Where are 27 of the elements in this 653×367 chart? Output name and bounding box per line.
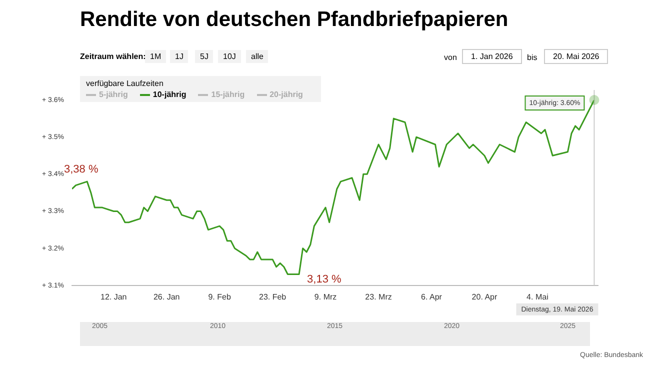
- legend-label: 20-jährig: [270, 90, 303, 99]
- x-tick-label: 9. Mrz: [314, 292, 337, 302]
- legend-title: verfügbare Laufzeiten: [86, 79, 164, 88]
- text: von: [444, 53, 457, 62]
- text: 10J: [218, 50, 241, 63]
- x-tick-label: 12. Jan: [100, 292, 127, 302]
- text: bis: [527, 53, 538, 62]
- text: 5J: [195, 50, 214, 63]
- text: 20. Mai 2026: [544, 49, 608, 64]
- chart-title: Rendite von deutschen Pfandbriefpapieren: [80, 8, 508, 32]
- annotation: 3,13 %: [307, 273, 342, 286]
- x-tick-label: 26. Jan: [153, 292, 180, 302]
- text: Zeitraum wählen:: [80, 52, 146, 61]
- legend-label: 15-jährig: [211, 90, 245, 99]
- text: alle: [246, 50, 268, 63]
- x-tick-label: 6. Apr: [421, 292, 442, 302]
- annotation: 3,38 %: [64, 164, 98, 176]
- x-tick-label: 23. Mrz: [365, 292, 392, 302]
- text: 1. Jan 2026: [462, 49, 522, 64]
- x-tick-label: 4. Mai: [526, 292, 549, 302]
- x-tick-label: 23. Feb: [258, 292, 287, 302]
- text: 1M: [145, 50, 166, 63]
- legend-label: 10-jährig: [152, 90, 186, 99]
- legend-label: 5-jährig: [99, 90, 128, 99]
- text: 1J: [170, 50, 188, 63]
- x-tick-label: 20. Apr: [472, 292, 498, 302]
- x-tick-label: 9. Feb: [208, 292, 232, 302]
